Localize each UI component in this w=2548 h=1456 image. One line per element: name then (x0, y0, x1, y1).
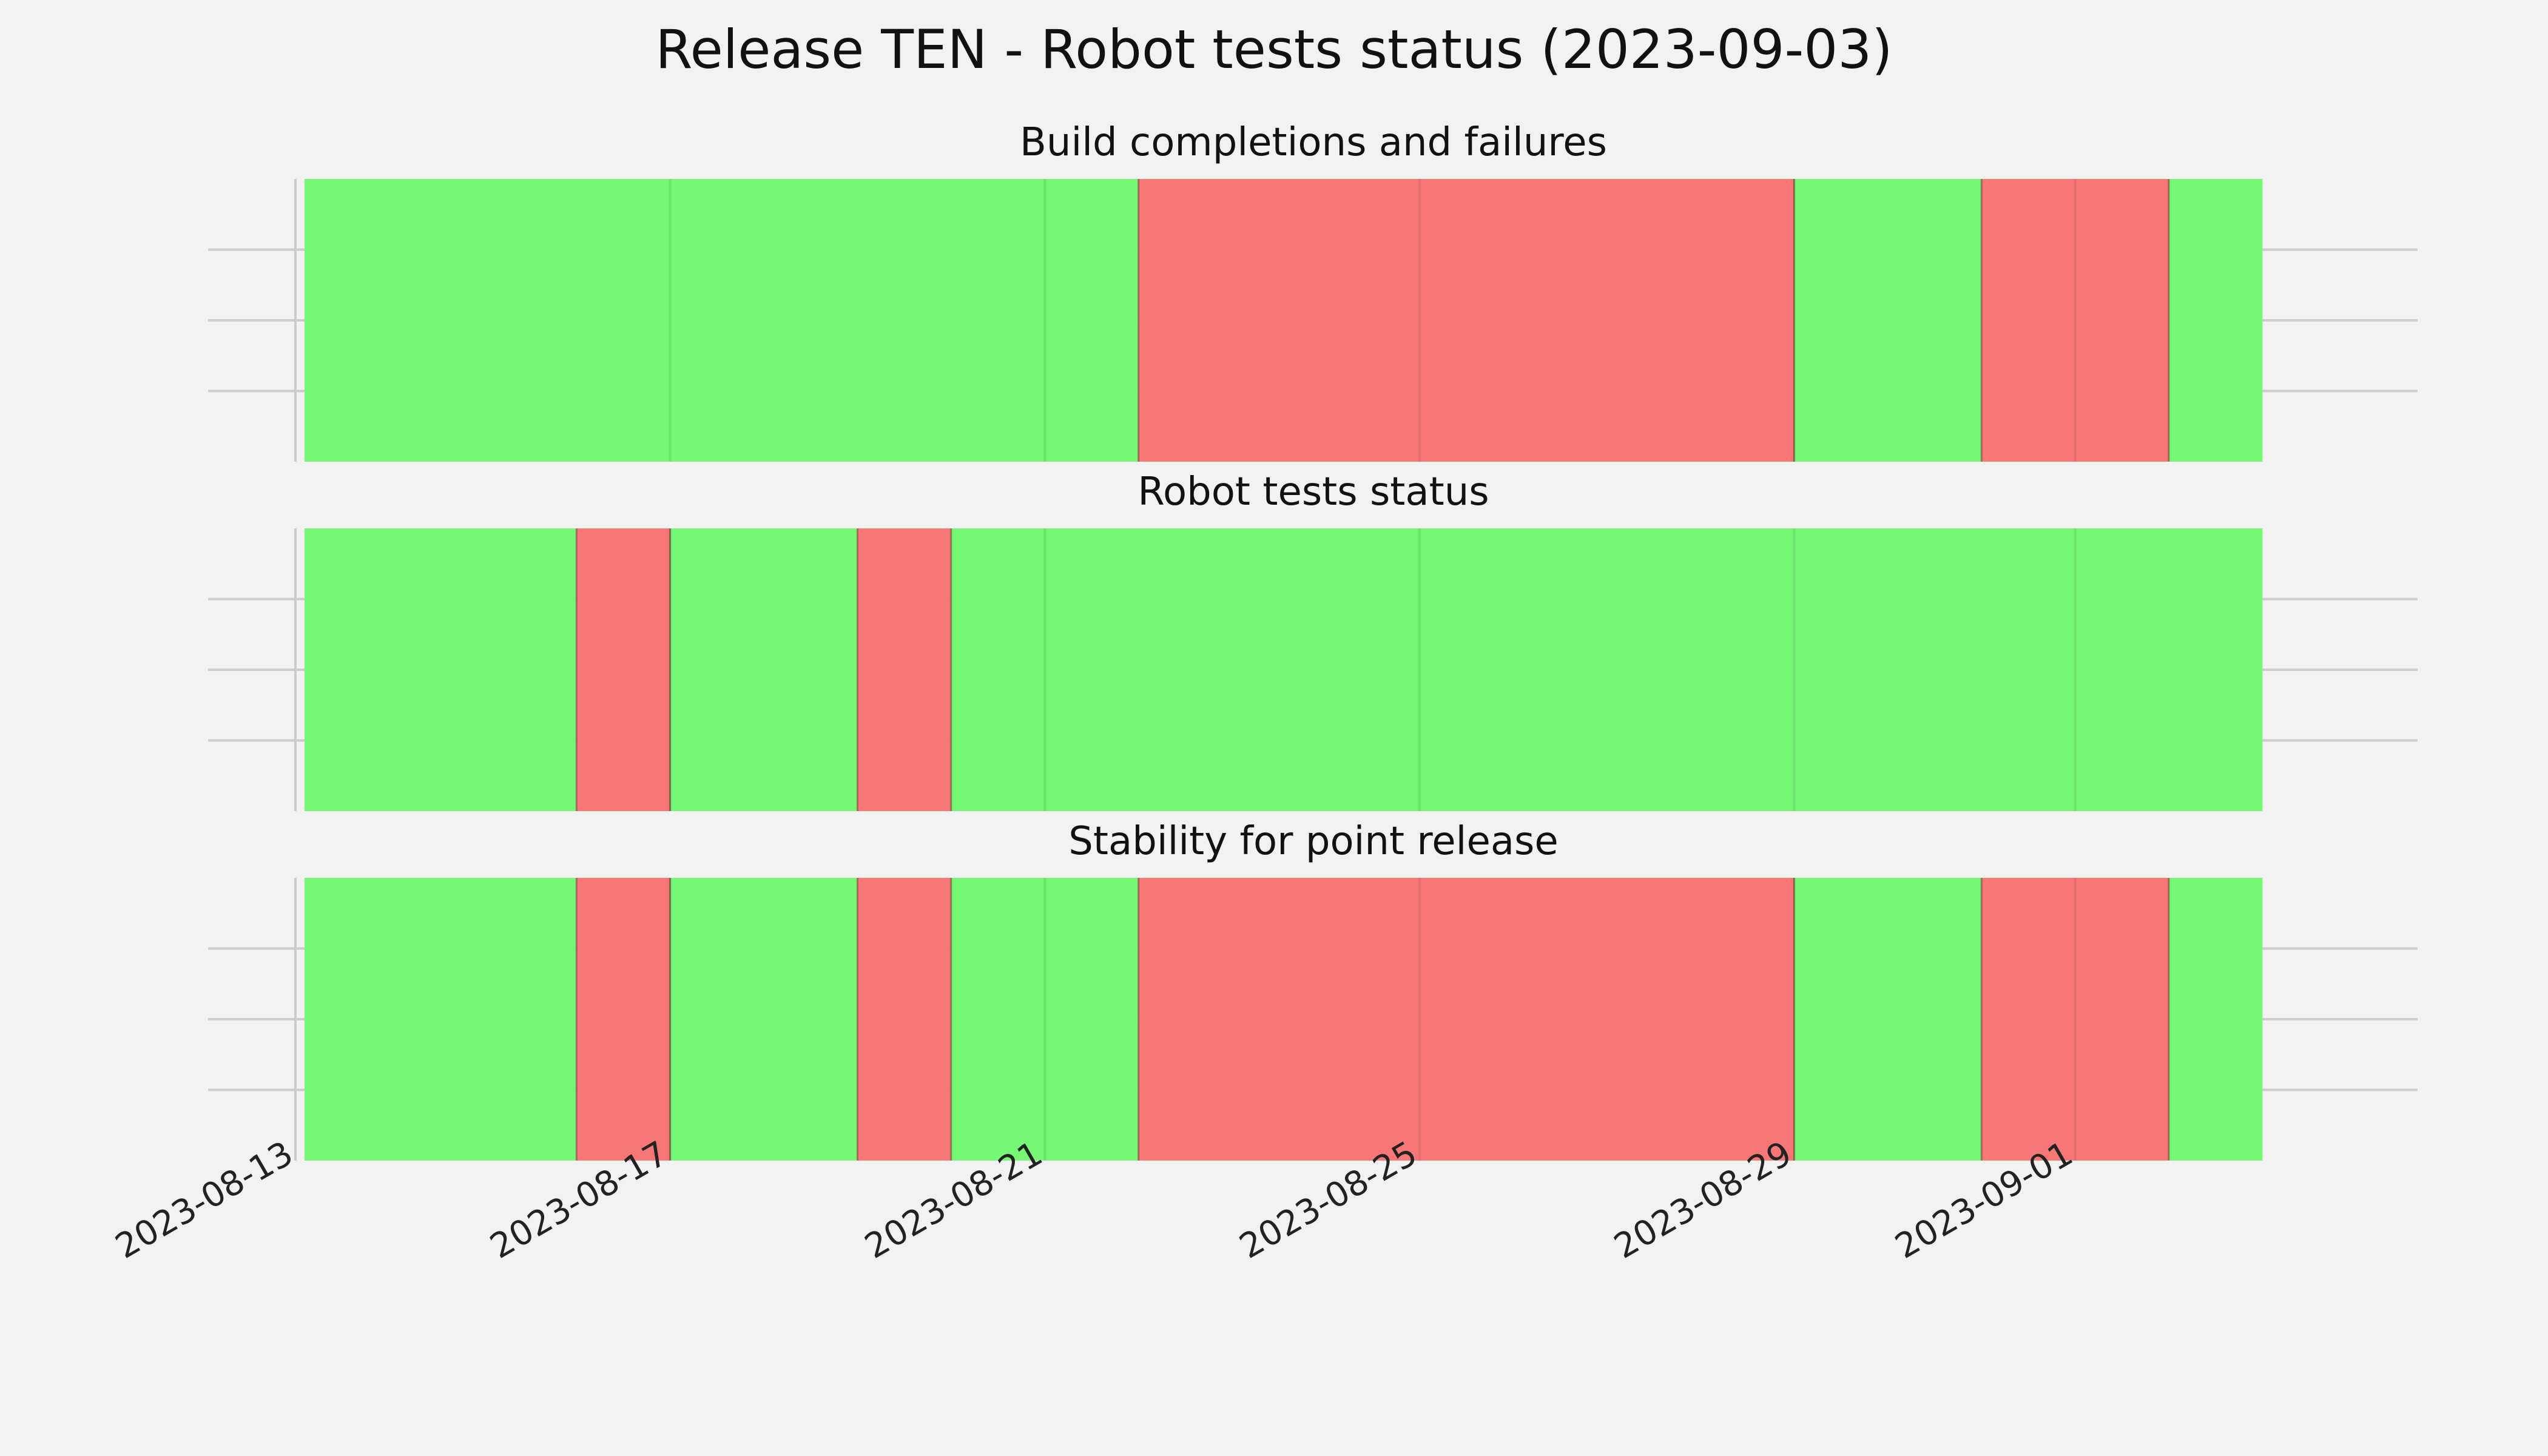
status-segment-fail (576, 878, 670, 1161)
panel-title: Stability for point release (1068, 819, 1559, 864)
status-segment-pass (1794, 179, 1982, 462)
status-segment-pass (1794, 878, 1982, 1161)
status-segment-fail (1138, 878, 1795, 1161)
panel-3: Stability for point release (208, 819, 2418, 1161)
status-segment-pass (951, 528, 2263, 811)
status-segment-pass (951, 878, 1139, 1161)
status-segment-fail (1138, 179, 1795, 462)
status-segment-pass (670, 878, 858, 1161)
status-segment-fail (1981, 878, 2169, 1161)
status-segment-pass (2169, 179, 2263, 462)
panel-2: Robot tests status (208, 470, 2418, 811)
status-segment-fail (576, 528, 670, 811)
status-segment-fail (857, 528, 951, 811)
status-segment-fail (857, 878, 951, 1161)
panel-title: Robot tests status (1138, 470, 1489, 514)
panels-group: Build completions and failures Robot test… (208, 120, 2418, 1161)
status-segment-fail (1981, 179, 2169, 462)
panel-title: Build completions and failures (1020, 120, 1607, 165)
status-segment-pass (305, 179, 1139, 462)
status-segment-pass (305, 878, 577, 1161)
status-segment-pass (305, 528, 577, 811)
x-tick-label: 2023-08-13 (109, 1134, 300, 1267)
panel-1: Build completions and failures (208, 120, 2418, 462)
chart-title: Release TEN - Robot tests status (2023-0… (655, 18, 1892, 81)
status-segment-pass (2169, 878, 2263, 1161)
status-segment-pass (670, 528, 858, 811)
